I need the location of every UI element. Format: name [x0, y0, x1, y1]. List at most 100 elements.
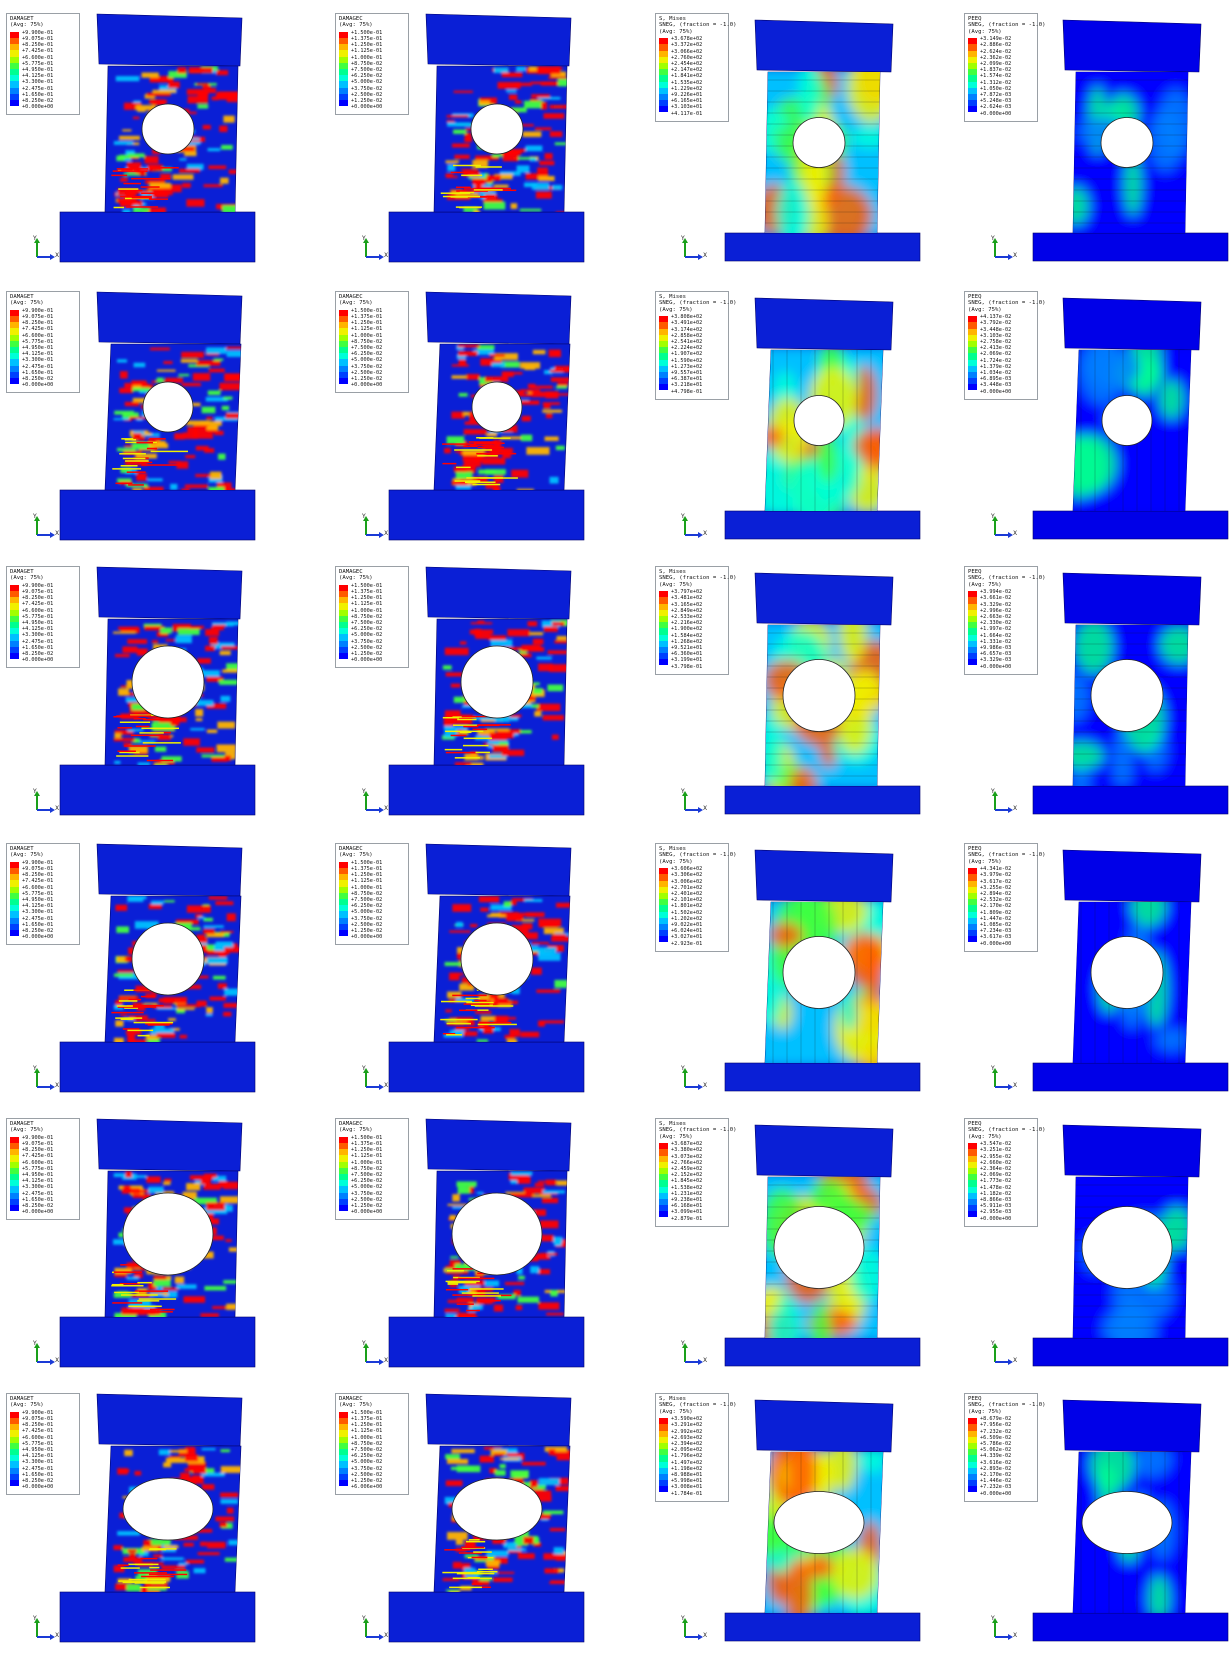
color-legend: DAMAGEC (Avg: 75%) +1.500e-01 +1.375e-01 +1…: [335, 13, 409, 116]
axis-y-label: Y: [681, 513, 685, 520]
legend-value: +1.268e+02: [671, 638, 703, 645]
legend-value: +1.845e+02: [671, 1178, 703, 1185]
legend-value: +5.775e-01: [22, 60, 54, 67]
color-legend: S, Mises SNEG, (fraction = -1.0) (Avg: 7…: [655, 843, 737, 952]
legend-value: +1.841e+02: [671, 73, 703, 80]
legend-value: +1.773e-02: [980, 1178, 1012, 1185]
legend-value: +2.996e-02: [980, 607, 1012, 614]
legend-value: +9.075e-01: [22, 1141, 54, 1148]
legend-value: +6.509e-02: [980, 1434, 1012, 1441]
legend-title: PEEQ SNEG, (fraction = -1.0) (Avg: 75%): [968, 569, 1046, 588]
foundation-beam: [388, 1591, 585, 1643]
legend-value: +1.034e-02: [980, 370, 1012, 377]
legend-value: +5.248e-03: [980, 98, 1012, 105]
loading-beam: [1062, 19, 1202, 73]
contour-panel: S, Mises SNEG, (fraction = -1.0) (Avg: 7…: [655, 558, 955, 826]
legend-color-bar: [659, 316, 668, 391]
axis-y-label: Y: [991, 788, 995, 795]
legend-value: +8.250e-01: [22, 872, 54, 879]
legend-value: +2.923e-01: [671, 940, 703, 947]
legend-color-bar: [659, 38, 668, 113]
specimen-contour: [388, 1118, 585, 1368]
wall-opening: [773, 1491, 865, 1554]
legend-value: +7.234e-03: [980, 928, 1012, 935]
legend-color-bar: [339, 31, 348, 107]
legend-value: +2.500e-02: [351, 1471, 383, 1478]
axis-x-label: X: [1013, 252, 1018, 259]
legend-value: +2.858e+02: [671, 332, 703, 339]
legend-value: +1.375e-01: [351, 314, 383, 321]
legend-value: +1.538e+02: [671, 1184, 703, 1191]
legend-value: +3.661e-02: [980, 595, 1012, 602]
legend-value: +8.988e+01: [671, 1472, 703, 1479]
legend-value: +1.250e-01: [351, 42, 383, 49]
legend-value: +2.893e-02: [980, 1465, 1012, 1472]
legend-value: +2.152e+02: [671, 1172, 703, 1179]
legend-value: +3.606e+02: [671, 866, 703, 873]
axis-x-label: X: [1013, 530, 1018, 537]
legend-value: +2.101e+02: [671, 897, 703, 904]
color-legend: DAMAGEC (Avg: 75%) +1.500e-01 +1.375e-01 +1…: [335, 566, 409, 669]
loading-beam: [96, 291, 243, 345]
legend-value: +0.000e+00: [22, 934, 54, 941]
legend-value: +3.149e-02: [980, 36, 1012, 43]
legend-value: +2.532e-02: [980, 897, 1012, 904]
legend-value: +8.250e-02: [22, 376, 54, 383]
axis-y-label: Y: [33, 788, 37, 795]
legend-value: +8.250e-02: [22, 1203, 54, 1210]
legend-title: S, Mises SNEG, (fraction = -1.0) (Avg: 7…: [659, 846, 737, 865]
legend-value: +2.624e-03: [980, 104, 1012, 111]
axis-y-label: Y: [681, 235, 685, 242]
foundation-beam: [724, 1337, 921, 1367]
legend-value: +6.165e+01: [671, 98, 703, 105]
legend-value: +2.147e+02: [671, 67, 703, 74]
specimen-contour: [59, 13, 256, 263]
contour-panel: DAMAGEC (Avg: 75%) +1.500e-01 +1.375e-01 +1…: [334, 1385, 634, 1653]
legend-value: +3.027e+01: [671, 934, 703, 941]
legend-value: +3.750e-02: [351, 1190, 383, 1197]
legend-value: +4.125e-01: [22, 626, 54, 633]
legend-value: +3.372e+02: [671, 42, 703, 49]
axis-y-label: Y: [991, 235, 995, 242]
legend-value: +1.229e+02: [671, 85, 703, 92]
legend-value: +9.900e-01: [22, 1134, 54, 1141]
legend-title: PEEQ SNEG, (fraction = -1.0) (Avg: 75%): [968, 16, 1046, 35]
axis-y-label: Y: [33, 513, 37, 520]
legend-value: +4.950e-01: [22, 620, 54, 627]
legend-value: +6.387e+01: [671, 376, 703, 383]
legend-value: +1.000e-01: [351, 884, 383, 891]
legend-title: DAMAGET (Avg: 75%): [10, 1121, 44, 1134]
legend-value: +3.994e-02: [980, 589, 1012, 596]
legend-value: +5.000e-02: [351, 1184, 383, 1191]
axis-y-label: Y: [362, 788, 366, 795]
axis-y-label: Y: [681, 788, 685, 795]
legend-value: +2.500e-02: [351, 921, 383, 928]
axis-x-label: X: [55, 1357, 60, 1364]
legend-color-bar: [659, 1143, 668, 1218]
legend-value: +3.678e+02: [671, 36, 703, 43]
legend-title: DAMAGEC (Avg: 75%): [339, 16, 373, 29]
specimen-contour: [388, 843, 585, 1093]
legend-color-bar: [968, 316, 977, 391]
axis-y-label: Y: [362, 235, 366, 242]
legend-value: +1.784e-01: [671, 1490, 703, 1497]
legend-value: +3.750e-02: [351, 363, 383, 370]
specimen-contour: [59, 843, 256, 1093]
legend-value: +1.500e-01: [351, 29, 383, 36]
legend-value: +1.664e-02: [980, 632, 1012, 639]
legend-color-bar: [968, 868, 977, 943]
loading-beam: [1062, 849, 1202, 903]
axis-y-label: Y: [362, 1065, 366, 1072]
legend-value: +3.380e+02: [671, 1147, 703, 1154]
legend-color-bar: [339, 309, 348, 385]
foundation-beam: [388, 489, 585, 541]
wall-opening: [131, 645, 205, 719]
legend-color-bar: [10, 309, 19, 385]
foundation-beam: [59, 211, 256, 263]
legend-value: +6.250e-02: [351, 1178, 383, 1185]
